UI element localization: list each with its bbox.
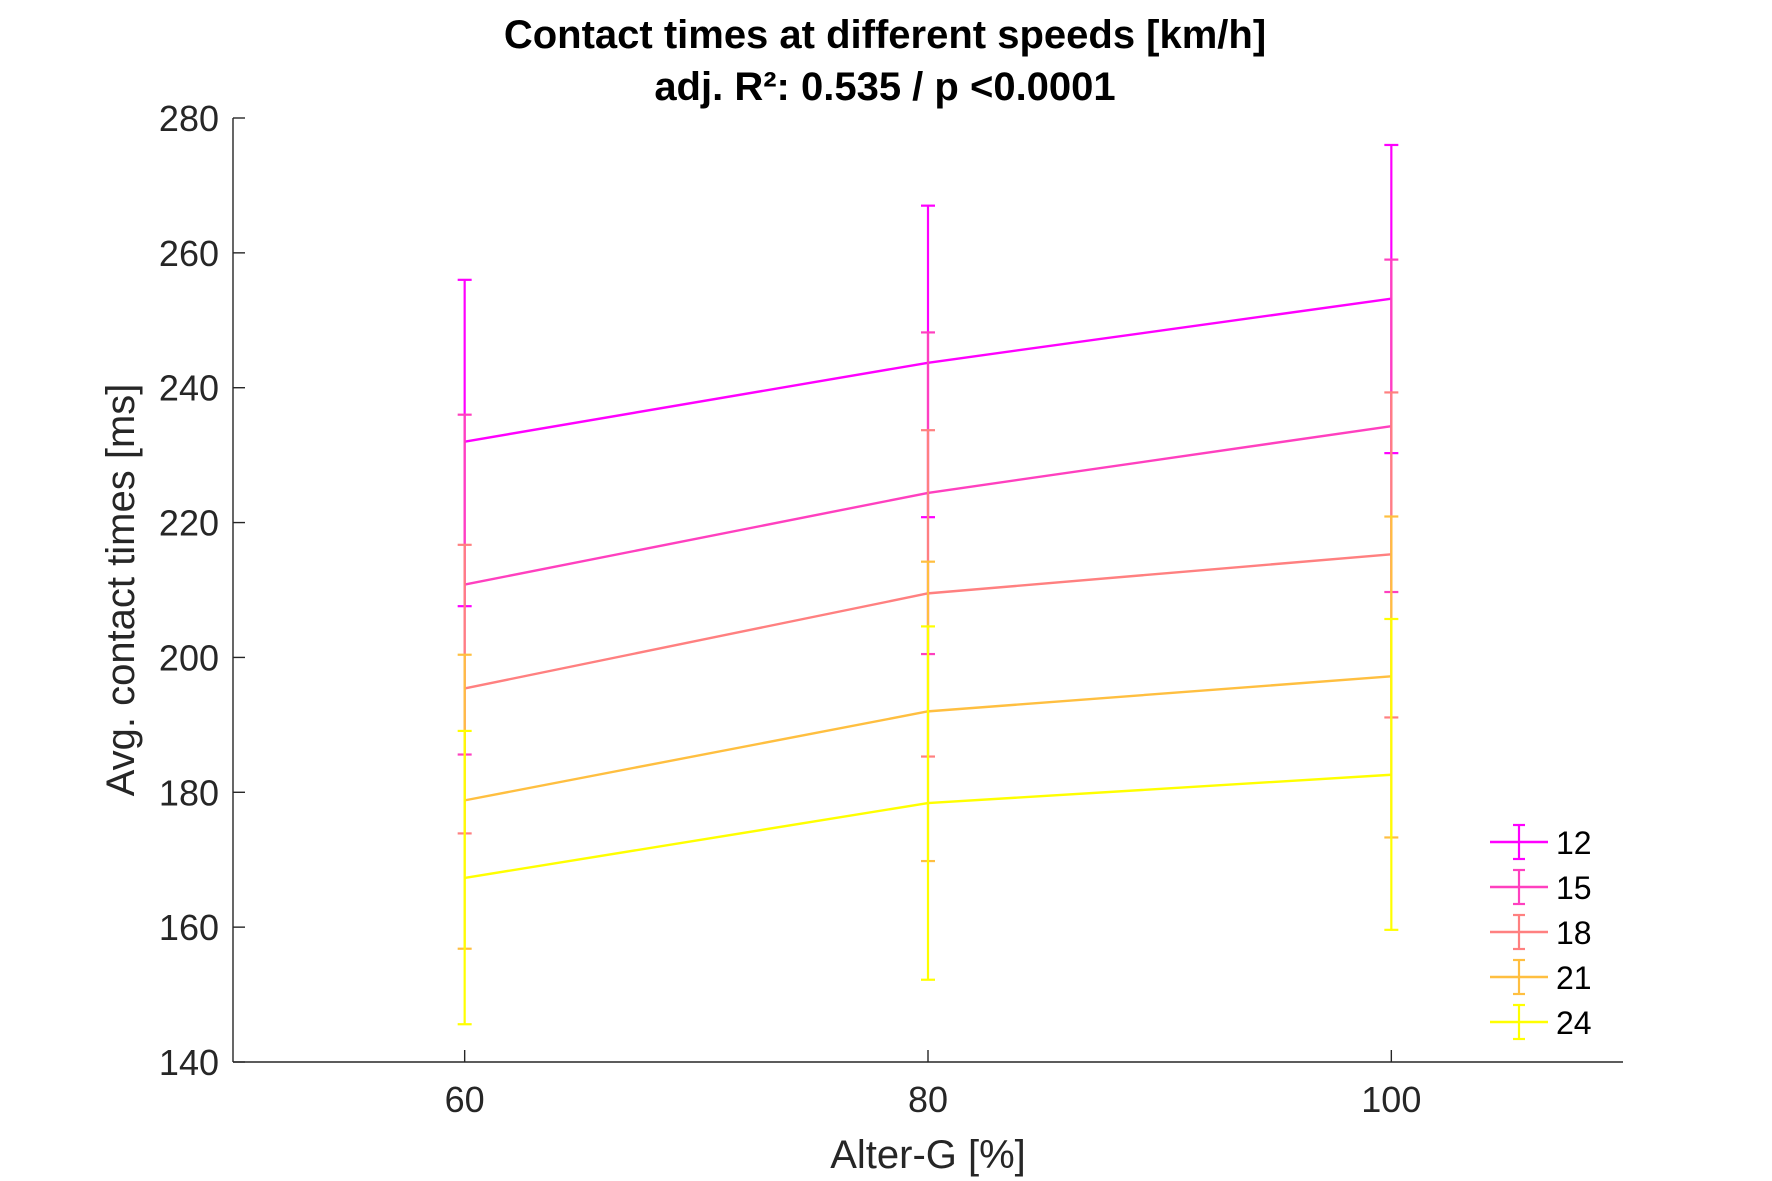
y-tick-label: 260 [159,233,219,274]
legend-label: 15 [1556,870,1592,906]
chart-subtitle: adj. R²: 0.535 / p <0.0001 [654,65,1115,109]
y-tick-label: 160 [159,907,219,948]
y-axis-ticks: 140 160 180 200 220 240 260 280 [159,98,245,1083]
error-bars [457,143,1399,1026]
legend-label: 24 [1556,1005,1592,1041]
legend-item-15: 15 [1490,868,1592,906]
chart-title: Contact times at different speeds [km/h] [504,13,1266,57]
legend-label: 21 [1556,960,1592,996]
x-tick-label: 60 [445,1079,485,1120]
x-tick-label: 80 [908,1079,948,1120]
legend-item-18: 18 [1490,913,1592,951]
y-tick-label: 140 [159,1042,219,1083]
y-tick-label: 200 [159,637,219,678]
x-tick-label: 100 [1361,1079,1421,1120]
legend-item-12: 12 [1490,823,1592,861]
error-bar-24-60 [457,729,472,1026]
y-tick-label: 280 [159,98,219,139]
legend-label: 18 [1556,915,1592,951]
legend-item-24: 24 [1490,1003,1592,1041]
y-tick-label: 180 [159,772,219,813]
error-bar-24-80 [921,625,935,981]
x-axis-label: Alter-G [%] [830,1133,1026,1177]
y-tick-label: 220 [159,503,219,544]
legend: 12 15 18 21 24 [1490,823,1592,1041]
y-axis-label: Avg. contact times [ms] [99,384,143,797]
x-axis-ticks: 60 80 100 [445,1050,1421,1120]
error-bar-24-100 [1384,617,1399,931]
y-tick-label: 240 [159,368,219,409]
legend-item-21: 21 [1490,958,1592,996]
legend-label: 12 [1556,825,1592,861]
